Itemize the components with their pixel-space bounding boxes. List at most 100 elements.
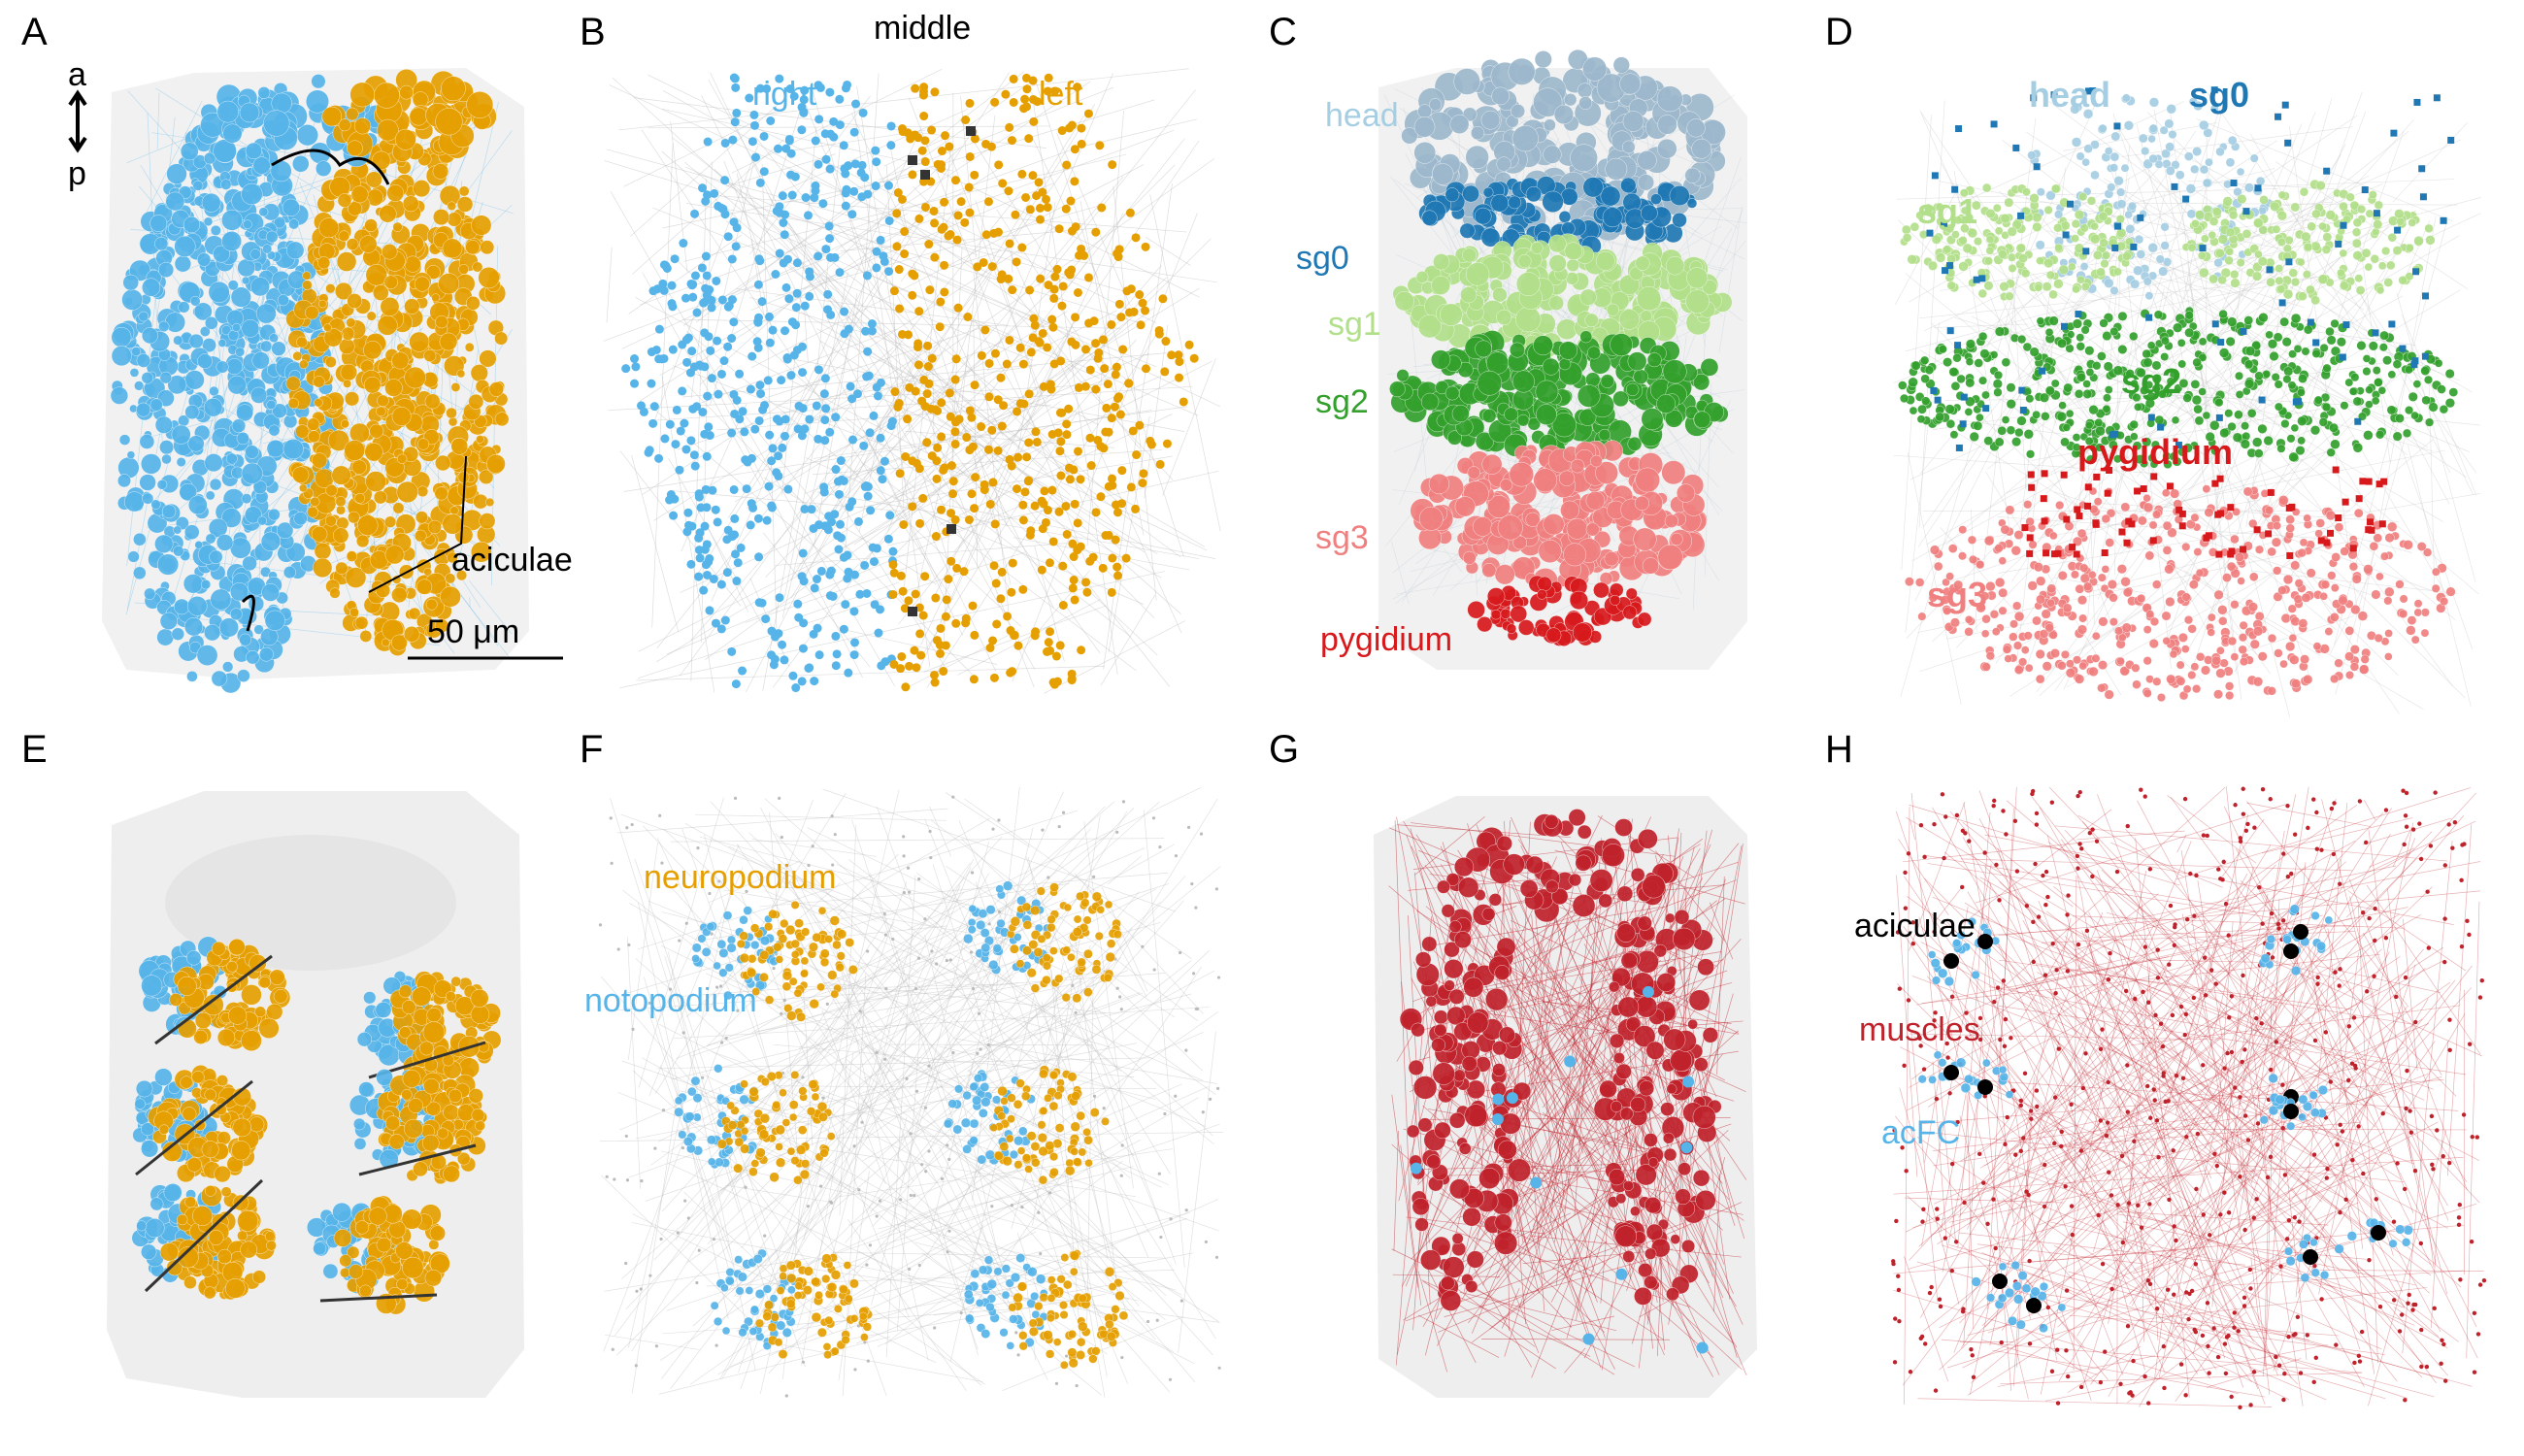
node-left: [1077, 123, 1086, 133]
neuron-soma-left: [434, 486, 448, 501]
node-left: [967, 489, 977, 499]
graph-edge: [1145, 237, 1191, 266]
neuron-soma-left: [341, 419, 349, 429]
node-head: [2125, 224, 2136, 234]
node-head: [2109, 285, 2119, 295]
neuron-soma-sg3: [1570, 458, 1585, 474]
neuron-soma-sg1: [1548, 234, 1567, 253]
node-left: [1073, 546, 1082, 555]
node-left: [952, 235, 962, 245]
neuron-soma-left: [485, 497, 495, 507]
neuron-soma-sg1: [1394, 291, 1414, 312]
node-sg1: [2374, 200, 2384, 211]
neuron-soma-right: [220, 179, 232, 190]
node-right: [676, 426, 685, 436]
node-head: [2123, 120, 2134, 131]
neuron-soma-right: [139, 474, 156, 491]
neuron-soma-left: [404, 298, 420, 314]
node-left: [1024, 134, 1034, 144]
node-head: [2213, 258, 2223, 268]
node-right: [823, 525, 833, 535]
node-right: [825, 87, 835, 97]
node-sg2: [1898, 381, 1908, 390]
node-sg1: [2212, 207, 2222, 216]
node-sg1: [2086, 196, 2097, 206]
node-left: [931, 593, 941, 603]
neuron-soma-left: [357, 514, 379, 536]
node-sg2: [1994, 326, 2006, 337]
node-right: [885, 511, 895, 520]
node-sg1: [2071, 234, 2079, 243]
node-left: [1139, 469, 1148, 479]
neuron-soma-head: [1577, 83, 1593, 99]
node-right: [834, 489, 844, 499]
neuron-soma-right: [229, 537, 251, 559]
node-head: [2192, 147, 2203, 156]
node-sg2: [2016, 415, 2027, 426]
node-left: [954, 414, 964, 424]
node-sg1: [2290, 277, 2301, 287]
node-right: [639, 407, 648, 416]
neuron-soma-left: [424, 393, 441, 410]
neuron-soma-sg3: [1538, 540, 1562, 563]
node-sg1: [2377, 261, 2387, 271]
node-left: [930, 678, 940, 687]
node-left: [1037, 496, 1046, 506]
node-left: [1048, 537, 1058, 546]
node-left: [908, 290, 917, 300]
node-left: [1081, 578, 1091, 587]
neuron-soma-left: [441, 76, 466, 102]
node-sg1: [2090, 221, 2100, 231]
neuron-graph-d: [1893, 86, 2481, 717]
neuron-soma-right: [222, 123, 243, 144]
node-right: [779, 218, 788, 228]
node-right: [731, 242, 741, 251]
node-sg2: [2198, 387, 2207, 396]
neuron-soma-right: [178, 301, 190, 314]
node-right: [669, 511, 679, 520]
neuron-soma-left: [363, 376, 382, 394]
node-left: [1022, 452, 1032, 462]
neuron-soma-right: [260, 340, 273, 352]
node-right: [805, 414, 814, 424]
node-left: [904, 330, 913, 340]
graph-edge: [648, 125, 1051, 129]
neuron-soma-pygidium: [1545, 627, 1562, 644]
neuron-soma-sg1: [1548, 254, 1567, 273]
neuron-soma-right: [179, 482, 197, 502]
neuron-soma-head: [1508, 57, 1536, 85]
neuron-soma-sg1: [1635, 255, 1650, 271]
neuron-soma-left: [431, 293, 441, 303]
neuron-soma-right: [118, 434, 131, 446]
neuron-soma-sg0: [1641, 204, 1658, 222]
node-left: [1184, 340, 1194, 349]
neuron-soma-right: [282, 439, 304, 460]
node-sg1: [2259, 195, 2269, 205]
node-left: [1019, 104, 1029, 114]
node-sg1: [2405, 243, 2414, 252]
sg2-label-c: sg2: [1315, 383, 1369, 420]
node-sg1: [2058, 264, 2069, 275]
neuron-soma-left: [434, 454, 451, 472]
neuron-soma-sg3: [1497, 514, 1523, 541]
node-left: [1024, 438, 1034, 447]
node-left: [1018, 359, 1028, 369]
neuron-soma-right: [176, 457, 186, 468]
node-sg1: [2339, 201, 2348, 212]
neuron-soma-left: [391, 351, 410, 370]
node-right: [841, 201, 850, 211]
node-right: [888, 546, 898, 556]
node-left: [898, 124, 908, 134]
node-right: [764, 481, 774, 491]
neuron-soma-left: [365, 471, 386, 492]
node-right: [816, 566, 826, 576]
node-right: [836, 533, 846, 543]
neuron-soma-left: [364, 218, 378, 232]
neuron-soma-left: [435, 314, 448, 329]
neuron-soma-head: [1612, 56, 1630, 74]
node-head: [2165, 166, 2175, 176]
node-sg1: [2352, 250, 2363, 261]
node-right: [703, 391, 713, 401]
node-sg2: [2269, 350, 2279, 362]
neuron-soma-right: [271, 341, 286, 356]
